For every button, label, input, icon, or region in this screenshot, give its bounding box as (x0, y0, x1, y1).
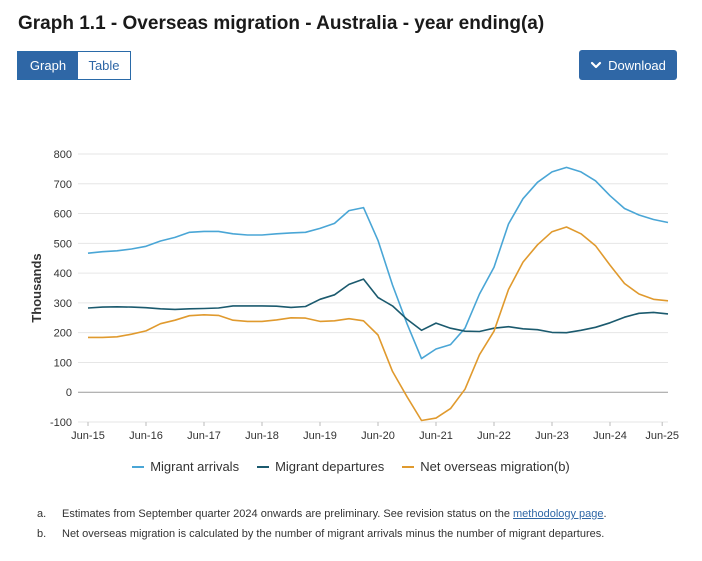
x-tick-label: Jun-16 (129, 430, 163, 442)
legend-item[interactable]: Migrant arrivals (132, 459, 239, 474)
y-tick-label: 600 (54, 209, 72, 221)
footnotes: a. Estimates from September quarter 2024… (37, 508, 607, 548)
line-chart: -100 0 100 200 300 400 500 600 700 800 Jun-15 Jun-1… (29, 149, 679, 442)
y-tick-label: 100 (54, 357, 72, 369)
y-tick-label: 800 (54, 149, 72, 161)
x-tick-label: Jun-21 (419, 430, 453, 442)
methodology-link[interactable]: methodology page (513, 508, 604, 520)
legend-swatch (132, 465, 145, 468)
tab-table[interactable]: Table (78, 52, 130, 79)
x-tick-label: Jun-23 (535, 430, 569, 442)
x-tick-label: Jun-24 (593, 430, 627, 442)
footnote-text: Net overseas migration is calculated by … (62, 528, 605, 540)
page-title: Graph 1.1 - Overseas migration - Austral… (18, 13, 545, 34)
footnote-a: a. Estimates from September quarter 2024… (37, 508, 607, 520)
legend-item[interactable]: Net overseas migration(b) (402, 459, 570, 474)
x-tick-label: Jun-18 (245, 430, 279, 442)
x-tick-label: Jun-22 (477, 430, 511, 442)
legend-item[interactable]: Migrant departures (257, 459, 384, 474)
download-label: Download (608, 57, 666, 73)
y-tick-label: 500 (54, 238, 72, 250)
series-line-2 (87, 278, 669, 334)
legend-swatch (402, 465, 415, 468)
chevron-down-icon (590, 61, 602, 69)
y-tick-label: 300 (54, 298, 72, 310)
download-button[interactable]: Download (579, 50, 677, 80)
legend-label: Migrant departures (275, 459, 385, 474)
y-tick-label: 0 (66, 387, 72, 399)
view-toggle: Graph Table (17, 51, 131, 80)
series-line-3 (88, 226, 669, 422)
chart-legend: Migrant arrivals Migrant departures Net ov… (0, 459, 702, 474)
x-tick-label: Jun-19 (303, 430, 337, 442)
y-tick-label: -100 (50, 417, 72, 429)
legend-label: Migrant arrivals (150, 459, 240, 474)
footnote-marker: a. (37, 508, 47, 520)
legend-swatch (257, 465, 270, 468)
y-tick-label: 200 (54, 328, 72, 340)
x-tick-label: Jun-17 (187, 430, 221, 442)
footnote-marker: b. (37, 528, 47, 540)
footnote-text: Estimates from September quarter 2024 on… (62, 508, 607, 520)
x-tick-label: Jun-15 (71, 430, 105, 442)
series-line-1 (87, 166, 669, 360)
x-tick-label: Jun-20 (361, 430, 395, 442)
footnote-b: b. Net overseas migration is calculated … (37, 528, 607, 540)
y-tick-label: 400 (54, 268, 72, 280)
tab-graph[interactable]: Graph (18, 52, 78, 79)
y-tick-label: 700 (54, 179, 72, 191)
legend-label: Net overseas migration(b) (420, 459, 570, 474)
y-axis-label: Thousands (29, 253, 44, 322)
x-tick-label: Jun-25 (645, 430, 679, 442)
